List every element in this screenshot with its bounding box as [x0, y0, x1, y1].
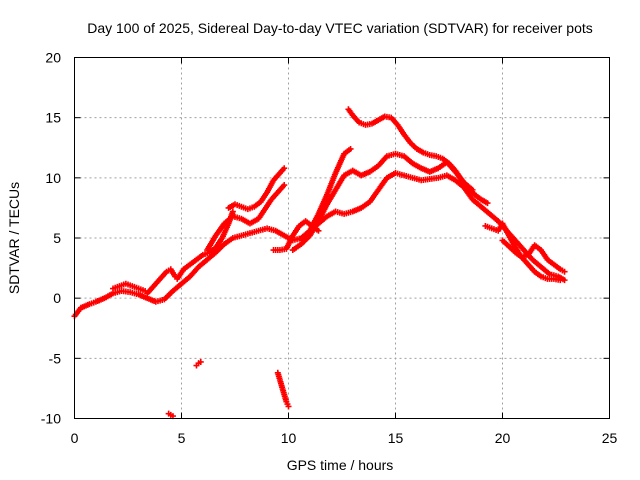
chart-title: Day 100 of 2025, Sidereal Day-to-day VTE…	[87, 20, 593, 36]
data-point	[142, 287, 149, 294]
data-point	[172, 273, 179, 280]
series-track-outlier-a	[165, 410, 176, 420]
grid-lines	[74, 57, 610, 419]
data-point	[469, 186, 476, 193]
y-tick-label: -10	[41, 411, 61, 427]
x-tick-label: 5	[178, 430, 186, 446]
data-point	[315, 227, 322, 234]
data-point	[347, 145, 354, 152]
axis-ticks: 0 5 10 15 20 25 -10 -5 0 5 10 15 20	[41, 50, 618, 447]
data-point	[561, 268, 568, 275]
y-tick-label: 15	[45, 110, 61, 126]
series-track-short-c	[110, 280, 149, 294]
data-point	[281, 182, 288, 189]
data-series	[71, 106, 568, 420]
series-track-outlier-b	[193, 358, 204, 369]
series-track-steep-a	[225, 165, 288, 213]
series-track-upper-left	[298, 145, 354, 244]
x-tick-label: 20	[495, 430, 511, 446]
series-track-late-b	[499, 237, 568, 275]
data-point	[484, 200, 491, 207]
y-tick-label: 0	[53, 290, 61, 306]
y-tick-label: -5	[49, 350, 62, 366]
y-tick-label: 10	[45, 170, 61, 186]
y-tick-label: 20	[45, 50, 61, 66]
y-axis-label: SDTVAR / TECUs	[6, 182, 22, 294]
data-point	[281, 165, 288, 172]
series-track-main-low	[71, 170, 568, 320]
series-track-outlier-c	[274, 369, 292, 410]
x-tick-label: 0	[71, 430, 79, 446]
y-tick-label: 5	[53, 230, 61, 246]
series-track-main-high	[345, 106, 491, 207]
x-axis-label: GPS time / hours	[287, 457, 394, 473]
series-track-short-a	[174, 208, 236, 282]
x-tick-label: 25	[602, 430, 618, 446]
data-point	[197, 358, 204, 365]
data-point	[557, 277, 564, 284]
series-track-dip	[270, 218, 322, 254]
data-point	[229, 208, 236, 215]
x-tick-label: 10	[281, 430, 297, 446]
series-track-short-b	[144, 266, 179, 297]
data-point	[285, 403, 292, 410]
series-track-mid	[289, 150, 476, 254]
x-tick-label: 15	[388, 430, 404, 446]
